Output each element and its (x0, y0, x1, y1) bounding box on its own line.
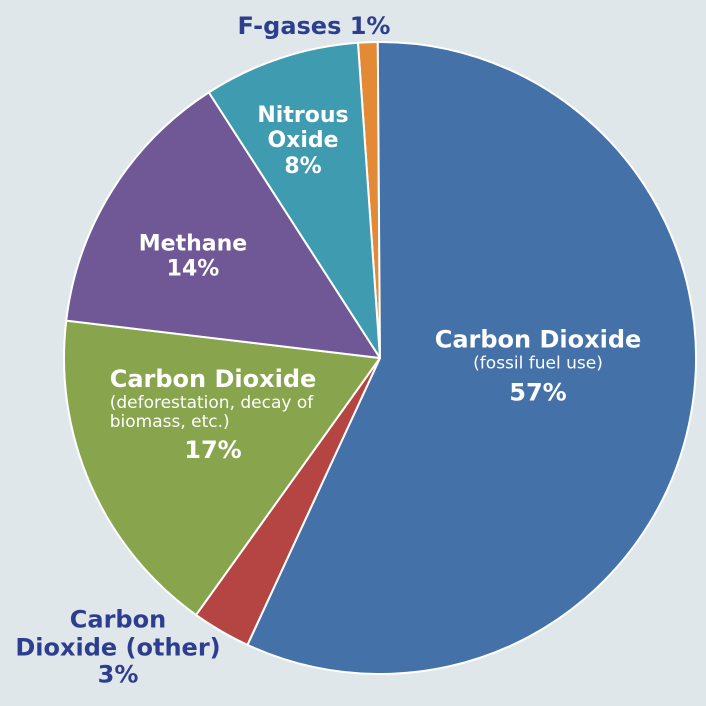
label-co2-other: Carbon Dioxide (other) 3% (15, 605, 221, 689)
slice-nitrous-oxide (207, 41, 381, 359)
label-methane: Methane 14% (138, 231, 248, 282)
slice-co2-deforestation (63, 319, 381, 616)
label-co2-deforestation: Carbon Dioxide (deforestation, decay of … (109, 364, 317, 464)
slice-co2-fossil (246, 41, 697, 675)
label-f-gases: F-gases 1% (237, 12, 391, 41)
label-co2-fossil: Carbon Dioxide (fossil fuel use) 57% (434, 325, 642, 407)
slice-methane (65, 91, 381, 359)
label-nitrous-oxide: Nitrous Oxide 8% (257, 103, 349, 179)
